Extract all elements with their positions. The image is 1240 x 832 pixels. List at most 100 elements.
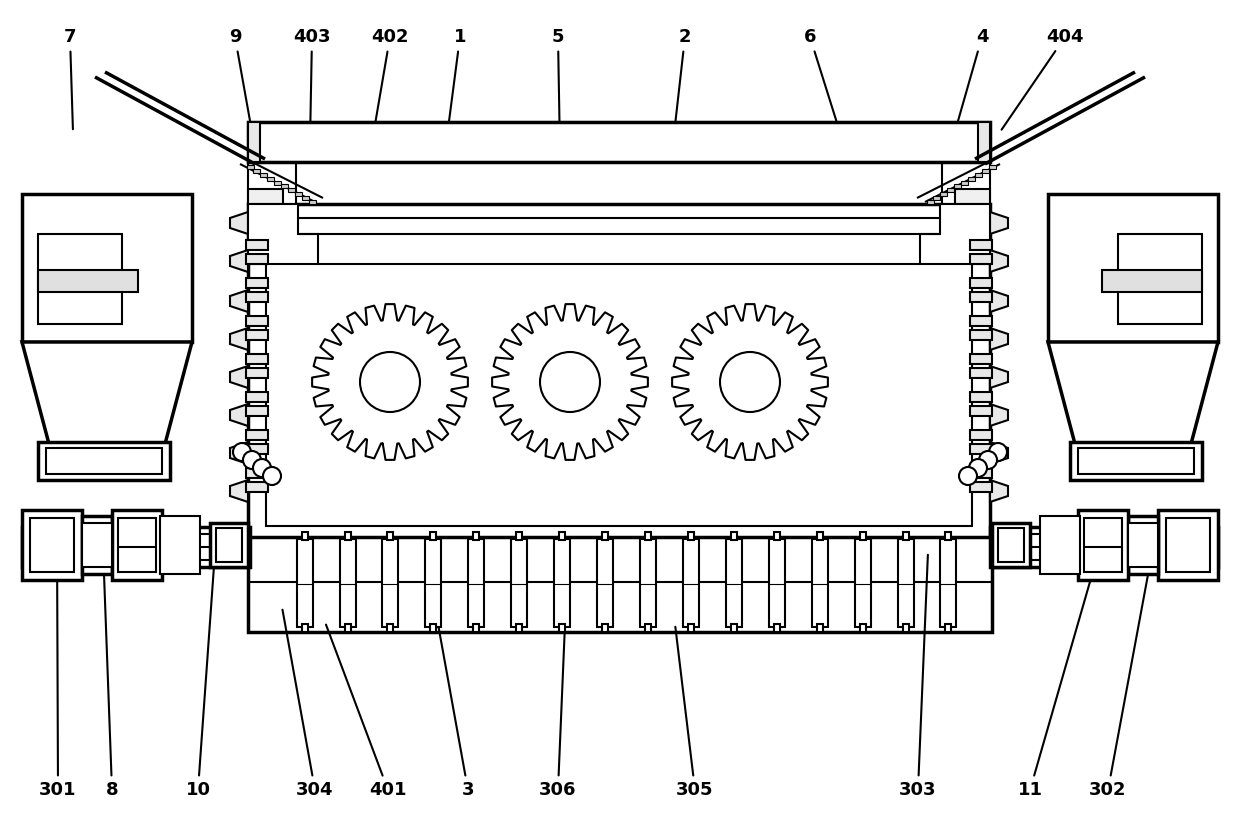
Bar — [688, 532, 694, 540]
Bar — [601, 624, 608, 632]
Bar — [1118, 234, 1202, 324]
Bar — [246, 254, 268, 264]
Bar — [46, 448, 162, 474]
Bar — [1070, 442, 1202, 480]
Bar — [970, 254, 992, 264]
Bar — [1166, 518, 1210, 572]
Bar — [246, 330, 268, 340]
Bar — [970, 430, 992, 440]
Text: 1: 1 — [445, 28, 466, 149]
Circle shape — [243, 451, 260, 469]
Text: 301: 301 — [40, 540, 77, 799]
Polygon shape — [229, 290, 248, 312]
Bar — [246, 316, 268, 326]
Bar — [961, 181, 968, 185]
Bar — [309, 200, 315, 204]
Bar — [683, 539, 699, 627]
Bar — [645, 532, 651, 540]
Polygon shape — [990, 250, 1008, 272]
Bar — [298, 539, 312, 627]
Bar — [425, 539, 441, 627]
Bar — [22, 194, 192, 342]
Bar — [267, 218, 972, 526]
Bar — [559, 624, 565, 632]
Circle shape — [360, 352, 420, 412]
Text: 402: 402 — [371, 28, 409, 139]
Bar — [596, 539, 613, 627]
Bar — [430, 624, 436, 632]
Text: 404: 404 — [1002, 28, 1084, 130]
Bar — [1040, 516, 1080, 574]
Bar — [22, 510, 82, 580]
Bar — [210, 523, 248, 567]
Bar — [970, 368, 992, 378]
Text: 10: 10 — [186, 555, 215, 799]
Bar — [970, 316, 992, 326]
Bar — [1128, 516, 1158, 574]
Bar — [247, 165, 253, 169]
Text: 306: 306 — [539, 626, 577, 799]
Bar — [82, 523, 112, 567]
Bar — [970, 392, 992, 402]
Bar — [968, 176, 975, 181]
Bar — [947, 188, 954, 192]
Bar — [246, 482, 268, 492]
Bar — [1102, 270, 1202, 292]
Bar — [970, 444, 992, 454]
Bar — [1048, 194, 1218, 342]
Bar — [970, 278, 992, 288]
Bar — [430, 532, 436, 540]
Circle shape — [253, 459, 272, 477]
Bar — [970, 240, 992, 250]
Polygon shape — [229, 442, 248, 464]
Bar — [940, 539, 956, 627]
Bar — [817, 624, 823, 632]
Bar — [861, 532, 866, 540]
Bar — [1128, 523, 1158, 567]
Bar — [274, 181, 281, 185]
Bar — [954, 185, 961, 188]
Text: 303: 303 — [899, 555, 936, 799]
Bar — [82, 516, 112, 574]
Bar — [645, 624, 651, 632]
Bar — [861, 624, 866, 632]
Circle shape — [233, 443, 250, 461]
Bar — [160, 516, 200, 574]
Bar — [118, 518, 156, 572]
Bar — [301, 196, 309, 201]
Bar — [898, 539, 914, 627]
Bar — [248, 122, 990, 162]
Bar — [856, 539, 870, 627]
Bar — [345, 532, 351, 540]
Polygon shape — [248, 162, 296, 204]
Bar — [970, 354, 992, 364]
Bar — [246, 468, 268, 478]
Bar — [281, 185, 288, 188]
Bar — [990, 534, 1218, 560]
Bar — [246, 354, 268, 364]
Bar — [246, 240, 268, 250]
Text: 9: 9 — [228, 28, 252, 129]
Bar — [516, 532, 522, 540]
Text: 7: 7 — [63, 28, 76, 129]
Bar — [998, 528, 1024, 562]
Polygon shape — [22, 342, 192, 444]
Text: 401: 401 — [326, 625, 407, 799]
Polygon shape — [492, 305, 647, 460]
Bar — [246, 444, 268, 454]
Bar — [1078, 448, 1194, 474]
Bar — [246, 368, 268, 378]
Text: 4: 4 — [952, 28, 988, 139]
Bar — [903, 624, 909, 632]
Bar — [559, 532, 565, 540]
Bar — [812, 539, 828, 627]
Text: 304: 304 — [283, 610, 334, 799]
Polygon shape — [1048, 342, 1218, 444]
Bar — [246, 406, 268, 416]
Polygon shape — [942, 162, 990, 204]
Polygon shape — [990, 328, 1008, 350]
Text: 302: 302 — [1089, 540, 1154, 799]
Polygon shape — [672, 305, 828, 460]
Polygon shape — [229, 480, 248, 502]
Polygon shape — [312, 305, 467, 460]
